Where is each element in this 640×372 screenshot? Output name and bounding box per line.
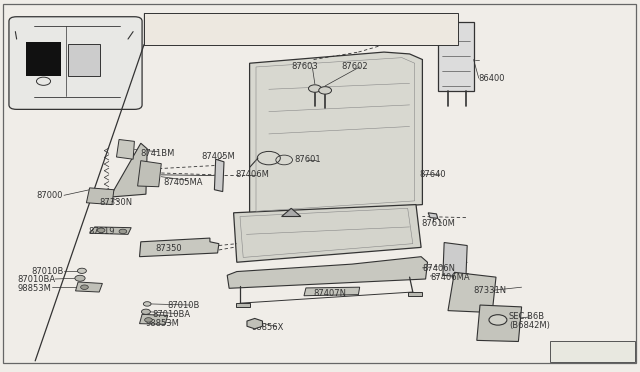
Text: 87010B: 87010B	[168, 301, 200, 310]
Text: 87019: 87019	[88, 227, 115, 236]
Bar	[144, 13, 458, 45]
Polygon shape	[76, 282, 102, 292]
Bar	[68, 44, 100, 76]
Text: 98853M: 98853M	[17, 284, 51, 293]
Text: 98853M: 98853M	[146, 319, 180, 328]
Polygon shape	[477, 305, 522, 341]
Text: 87406M: 87406M	[236, 170, 269, 179]
Text: 87405MA: 87405MA	[163, 178, 203, 187]
Text: 87405M: 87405M	[202, 152, 236, 161]
Text: 87640: 87640	[419, 170, 446, 179]
FancyBboxPatch shape	[9, 17, 142, 109]
Polygon shape	[428, 213, 438, 218]
Text: NOTE: IT IS NOT FOR SALE THAT THE OTHER COMPONENT PARTS: NOTE: IT IS NOT FOR SALE THAT THE OTHER …	[188, 21, 413, 27]
Text: 87610M: 87610M	[421, 219, 455, 228]
Circle shape	[141, 309, 150, 314]
Polygon shape	[86, 188, 114, 205]
Polygon shape	[247, 318, 262, 329]
Circle shape	[319, 87, 332, 94]
Circle shape	[143, 302, 151, 306]
Polygon shape	[304, 287, 360, 296]
Text: 87010BA: 87010BA	[17, 275, 55, 284]
Polygon shape	[140, 314, 168, 324]
Text: 86400: 86400	[479, 74, 505, 83]
Bar	[550, 341, 635, 362]
Polygon shape	[234, 205, 421, 262]
Polygon shape	[90, 227, 131, 234]
Text: 87407N: 87407N	[314, 289, 347, 298]
Polygon shape	[236, 303, 250, 307]
Polygon shape	[408, 292, 422, 296]
Text: 98856X: 98856X	[252, 323, 284, 332]
Text: X8700031: X8700031	[570, 347, 615, 356]
Text: (B6842M): (B6842M)	[509, 321, 550, 330]
Text: SEC.B6B: SEC.B6B	[509, 312, 545, 321]
Text: 87602: 87602	[342, 62, 369, 71]
Text: 87010B: 87010B	[31, 267, 64, 276]
Polygon shape	[282, 208, 301, 217]
Text: 8741BM: 8741BM	[141, 149, 175, 158]
Polygon shape	[138, 161, 161, 187]
Circle shape	[97, 228, 105, 232]
Text: 87331N: 87331N	[474, 286, 507, 295]
Text: 87406MA: 87406MA	[430, 273, 470, 282]
Polygon shape	[109, 143, 147, 197]
Circle shape	[77, 268, 86, 273]
Circle shape	[81, 285, 88, 289]
Circle shape	[75, 275, 85, 281]
Circle shape	[489, 315, 507, 325]
Text: 87330N: 87330N	[99, 198, 132, 207]
Polygon shape	[250, 52, 422, 216]
Polygon shape	[448, 272, 496, 312]
Circle shape	[119, 229, 127, 234]
Polygon shape	[140, 238, 219, 257]
Bar	[26, 42, 61, 76]
Text: 87350: 87350	[156, 244, 182, 253]
Polygon shape	[116, 140, 134, 159]
Text: 87603: 87603	[291, 62, 318, 71]
Polygon shape	[443, 243, 467, 277]
Polygon shape	[214, 159, 224, 192]
Polygon shape	[227, 257, 428, 288]
Text: 87601: 87601	[294, 155, 321, 164]
Text: 87406N: 87406N	[422, 264, 456, 273]
Circle shape	[308, 85, 321, 92]
Text: WHICH IS NOT SHOWED ON THIS.: WHICH IS NOT SHOWED ON THIS.	[243, 33, 359, 39]
Text: 87010BA: 87010BA	[152, 310, 191, 319]
Polygon shape	[438, 22, 474, 91]
Text: 87000: 87000	[36, 191, 63, 200]
Circle shape	[145, 318, 152, 322]
